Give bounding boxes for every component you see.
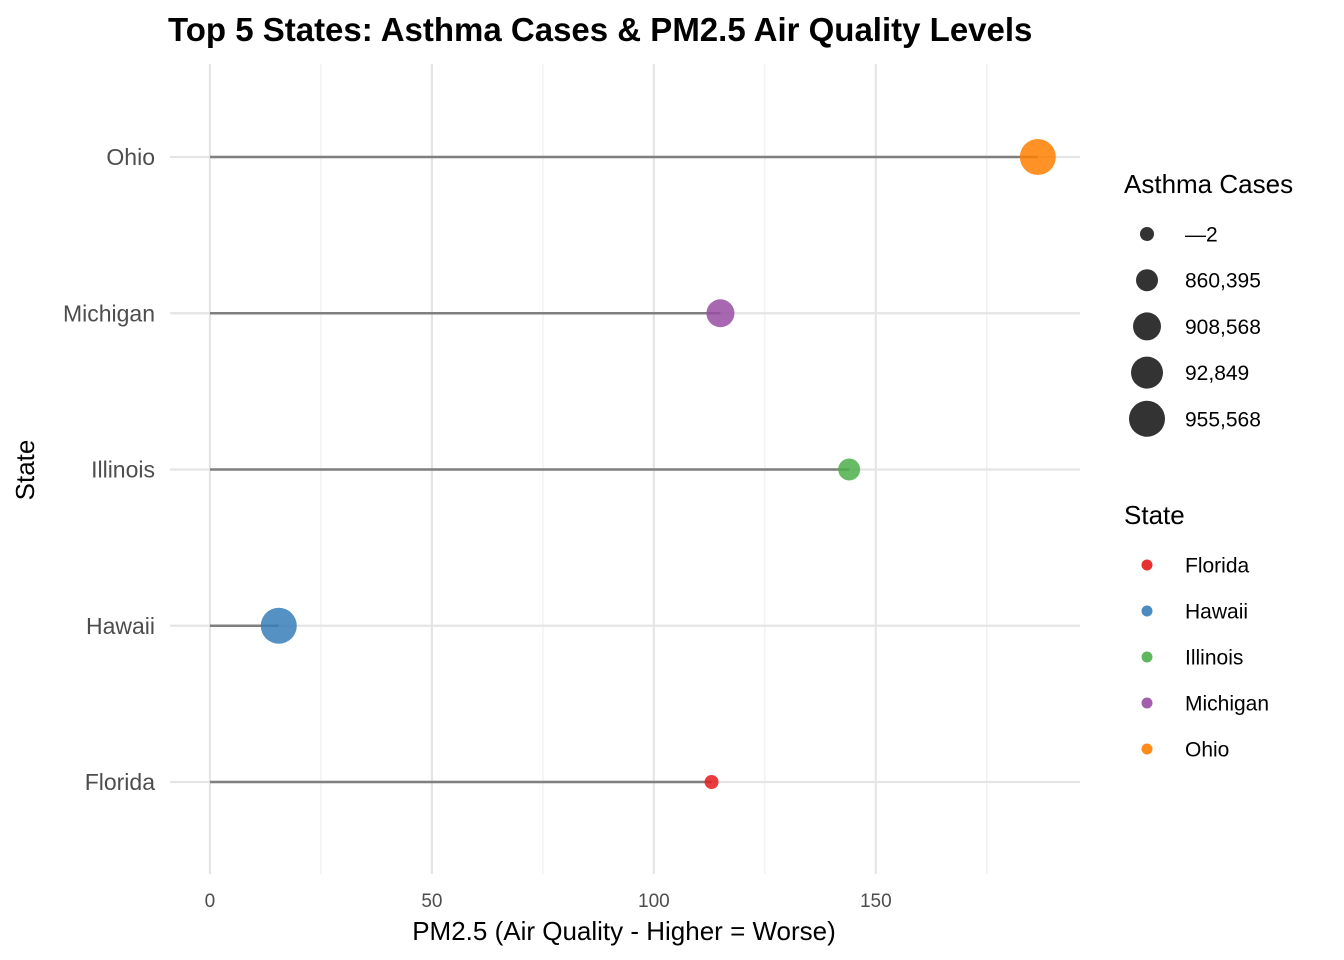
legend-size-label: 860,395 <box>1185 270 1261 293</box>
point-florida <box>704 775 719 789</box>
legend-size-title: Asthma Cases <box>1124 169 1293 199</box>
legend-size-key <box>1133 312 1161 341</box>
legend-color-key <box>1141 559 1153 571</box>
chart-title: Top 5 States: Asthma Cases & PM2.5 Air Q… <box>168 11 1032 48</box>
stems <box>209 155 1038 784</box>
x-tick-label: 50 <box>421 891 442 912</box>
x-axis-ticks: 0 50 100 150 <box>205 891 892 912</box>
legend-color-key <box>1141 697 1153 709</box>
legend-size-label: 908,568 <box>1185 316 1261 339</box>
legend-color-key <box>1141 605 1153 617</box>
y-tick-label: Michigan <box>63 300 155 326</box>
point-hawaii <box>260 607 297 644</box>
point-ohio <box>1019 139 1056 175</box>
legend-size-key <box>1136 269 1158 292</box>
legend-color-label: Ohio <box>1185 739 1229 762</box>
legend-size-label: 92,849 <box>1185 362 1249 385</box>
y-axis-ticks: Florida Hawaii Illinois Michigan Ohio <box>63 144 155 795</box>
legend-color-key <box>1141 651 1153 663</box>
x-tick-label: 100 <box>638 891 670 912</box>
legend-color-label: Hawaii <box>1185 601 1248 624</box>
legend-state: State Florida Hawaii Illinois Michigan Ohio <box>1124 500 1269 762</box>
legend-asthma-cases: Asthma Cases —2 860,395 908,568 92,849 955,5… <box>1124 169 1293 437</box>
y-tick-label: Hawaii <box>86 613 155 639</box>
x-tick-label: 150 <box>860 891 892 912</box>
y-tick-label: Ohio <box>106 144 155 170</box>
legend-size-key <box>1131 356 1163 389</box>
legend-color-title: State <box>1124 500 1185 530</box>
data-points <box>260 139 1056 789</box>
y-tick-label: Florida <box>85 769 156 795</box>
x-axis-title: PM2.5 (Air Quality - Higher = Worse) <box>412 916 836 946</box>
legend-color-label: Florida <box>1185 555 1250 578</box>
point-michigan <box>706 299 735 328</box>
legend-color-key <box>1141 743 1153 755</box>
legend-color-label: Illinois <box>1185 647 1243 670</box>
legend-size-key <box>1140 227 1154 241</box>
x-tick-label: 0 <box>205 891 216 912</box>
point-illinois <box>838 458 861 481</box>
y-axis-title: State <box>10 440 40 501</box>
legend-color-label: Michigan <box>1185 693 1269 716</box>
legend-size-label: —2 <box>1185 224 1218 247</box>
legend-size-key <box>1129 400 1165 437</box>
legend-size-label: 955,568 <box>1185 408 1261 431</box>
y-tick-label: Illinois <box>91 457 155 483</box>
